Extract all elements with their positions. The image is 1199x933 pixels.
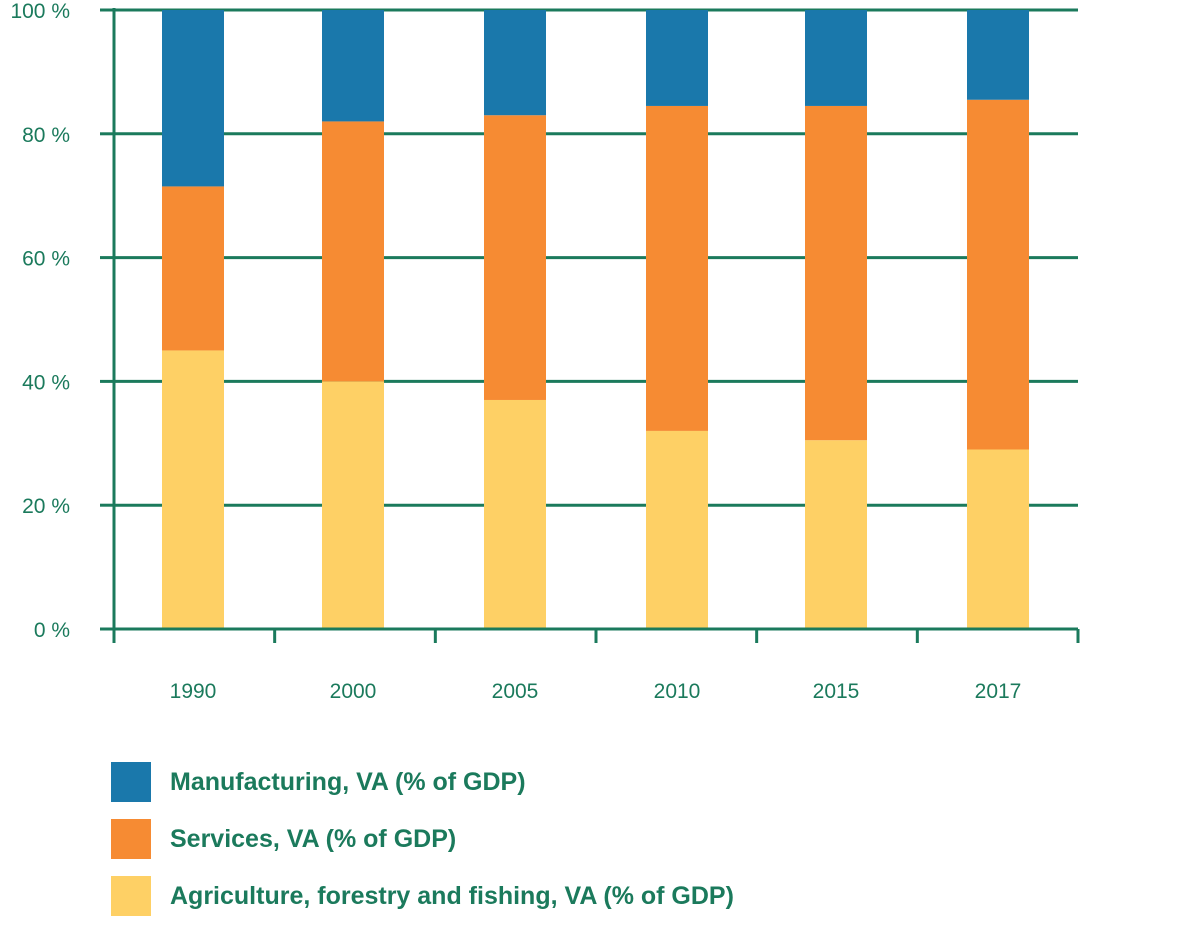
y-tick-label-40: 40 %	[22, 371, 70, 394]
x-tick-label-2005: 2005	[492, 680, 539, 703]
bar-2010-series-0	[646, 430, 708, 629]
bar-2015-series-0	[805, 440, 867, 629]
legend: Manufacturing, VA (% of GDP) Services, VA…	[111, 762, 734, 933]
x-tick-label-2010: 2010	[654, 680, 701, 703]
bar-1990-series-0	[162, 350, 224, 629]
gridlines	[114, 8, 1078, 507]
bar-2017-series-1	[967, 99, 1029, 450]
bar-segments	[162, 10, 1029, 629]
legend-item-1: Services, VA (% of GDP)	[111, 819, 734, 859]
bar-2010-series-2	[646, 10, 708, 106]
x-tick-label-1990: 1990	[170, 680, 217, 703]
stacked-bar-chart: 0 % 20 % 40 % 60 % 80 % 100 % 1990 2000 2005 201…	[10, 0, 1080, 703]
y-tick-label-100: 100 %	[10, 0, 70, 23]
y-tick-label-80: 80 %	[22, 124, 70, 147]
bar-2015-series-1	[805, 105, 867, 441]
bar-1990-series-2	[162, 10, 224, 187]
legend-item-0: Agriculture, forestry and fishing, VA (%…	[111, 876, 734, 916]
legend-swatch-2	[111, 762, 151, 802]
bar-2000-series-1	[322, 121, 384, 382]
bar-2017-series-0	[967, 449, 1029, 629]
bar-2005-series-2	[484, 10, 546, 116]
bar-2005-series-1	[484, 115, 546, 400]
bar-2010-series-1	[646, 105, 708, 431]
bar-2000-series-0	[322, 381, 384, 629]
y-tick-label-60: 60 %	[22, 248, 70, 271]
x-tick-labels: 1990 2000 2005 2010 2015 2017	[170, 680, 1022, 703]
legend-swatch-0	[111, 876, 151, 916]
legend-swatch-1	[111, 819, 151, 859]
legend-label-2: Manufacturing, VA (% of GDP)	[170, 767, 526, 796]
y-tick-label-20: 20 %	[22, 495, 70, 518]
x-tick-label-2015: 2015	[813, 680, 860, 703]
x-tick-label-2017: 2017	[975, 680, 1022, 703]
bar-1990-series-1	[162, 186, 224, 351]
legend-label-0: Agriculture, forestry and fishing, VA (%…	[170, 881, 734, 910]
bar-2015-series-2	[805, 10, 867, 106]
x-tick-label-2000: 2000	[330, 680, 377, 703]
y-tick-label-0: 0 %	[34, 619, 70, 642]
y-tick-labels: 0 % 20 % 40 % 60 % 80 % 100 %	[10, 0, 70, 642]
bar-2005-series-0	[484, 399, 546, 629]
legend-item-2: Manufacturing, VA (% of GDP)	[111, 762, 734, 802]
legend-label-1: Services, VA (% of GDP)	[170, 824, 457, 853]
bar-2017-series-2	[967, 10, 1029, 100]
axes	[100, 8, 1080, 643]
bar-2000-series-2	[322, 10, 384, 122]
